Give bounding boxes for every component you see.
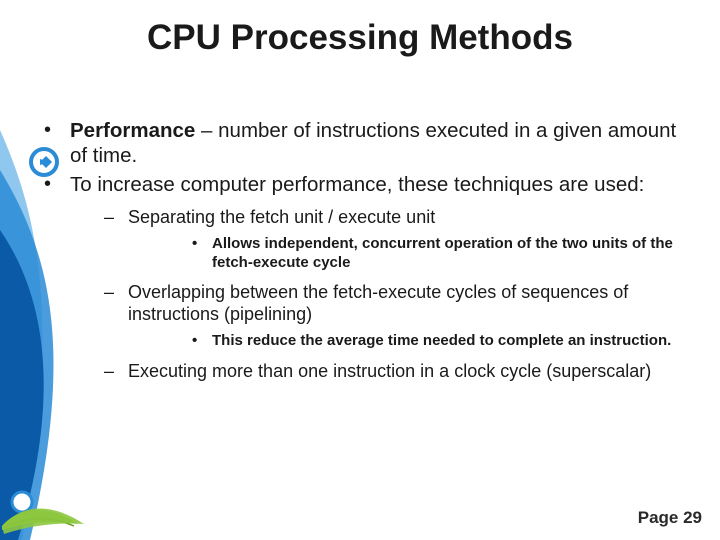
sub-list: Separating the fetch unit / execute unit… xyxy=(70,207,690,383)
bullet-performance-lead: Performance xyxy=(70,119,195,142)
bullet-performance: Performance – number of instructions exe… xyxy=(38,118,690,168)
subsub-list-1: Allows independent, concurrent operation… xyxy=(128,235,690,273)
slide-title: CPU Processing Methods xyxy=(0,18,720,58)
subsub-allows: Allows independent, concurrent operation… xyxy=(128,235,690,273)
sub-executing: Executing more than one instruction in a… xyxy=(70,361,690,383)
subsub-list-2: This reduce the average time needed to c… xyxy=(128,332,690,351)
bullet-list-top: Performance – number of instructions exe… xyxy=(38,118,690,383)
slide-content: Performance – number of instructions exe… xyxy=(38,118,690,387)
page-number: Page 29 xyxy=(638,508,702,528)
bullet-techniques: To increase computer performance, these … xyxy=(38,172,690,383)
subsub-reduce: This reduce the average time needed to c… xyxy=(128,332,690,351)
sub-overlapping-text: Overlapping between the fetch-execute cy… xyxy=(128,282,628,324)
sub-executing-text: Executing more than one instruction in a… xyxy=(128,361,651,381)
bullet-techniques-text: To increase computer performance, these … xyxy=(70,173,644,196)
sub-separating: Separating the fetch unit / execute unit… xyxy=(70,207,690,272)
sub-overlapping: Overlapping between the fetch-execute cy… xyxy=(70,282,690,351)
sub-separating-text: Separating the fetch unit / execute unit xyxy=(128,207,435,227)
slide: CPU Processing Methods Performance – num… xyxy=(0,0,720,540)
